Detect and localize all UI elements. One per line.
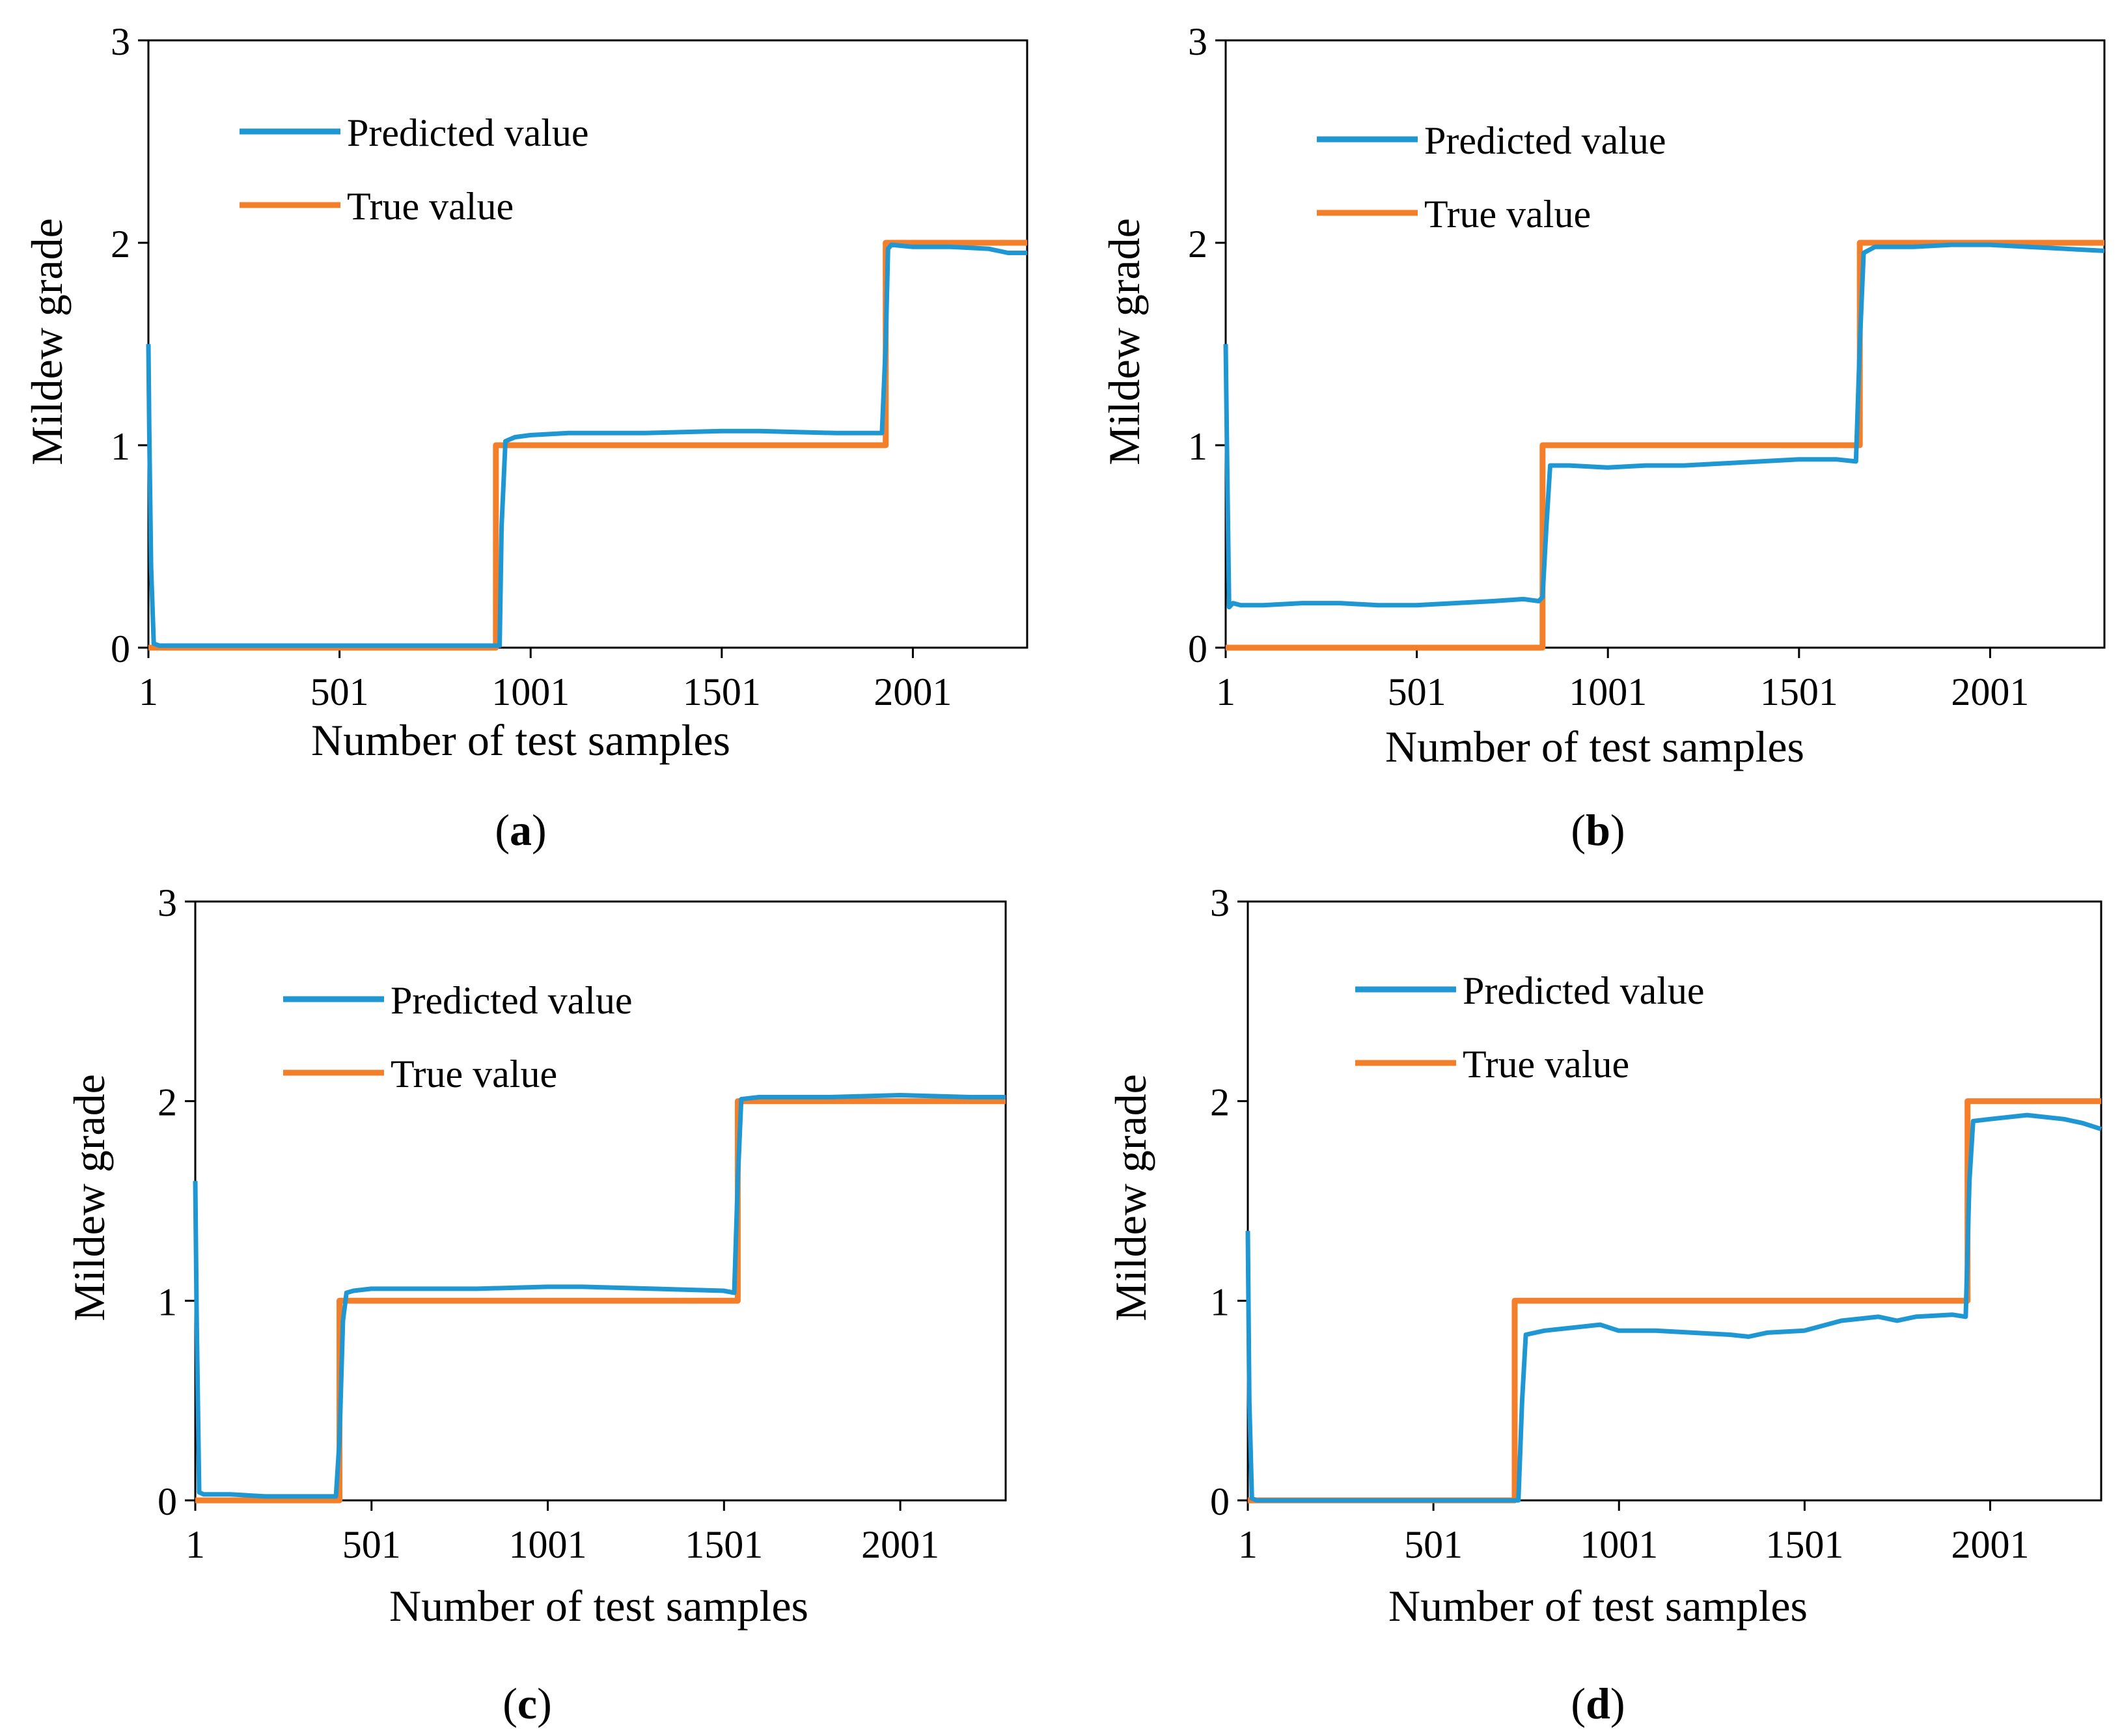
panel-label: (b)	[1571, 805, 1625, 855]
y-tick-label: 3	[1188, 20, 1207, 63]
panel-c: Mildew grade Number of test samples (c) …	[64, 881, 1007, 1728]
x-tick-label: 2001	[1951, 1523, 2029, 1566]
y-axis-label: Mildew grade	[1106, 1074, 1155, 1321]
x-tick-label: 1001	[1580, 1523, 1658, 1566]
x-axis-label: Number of test samples	[1385, 722, 1804, 771]
y-tick-label: 3	[1210, 881, 1230, 924]
legend-label-true: True value	[347, 185, 514, 228]
y-tick-label: 1	[111, 425, 130, 468]
x-tick-label: 501	[1404, 1523, 1463, 1566]
y-tick-label: 2	[158, 1081, 177, 1124]
x-tick-label: 2001	[874, 670, 952, 713]
x-tick-label: 1	[1238, 1523, 1258, 1566]
predicted-value-series-line	[1223, 242, 2105, 610]
y-tick-label: 0	[158, 1480, 177, 1523]
predicted-value-series-line	[193, 1093, 1006, 1499]
true-value-series-line	[1248, 1098, 2101, 1504]
panel-letter: c	[517, 1679, 537, 1728]
legend-label-predicted: Predicted value	[1463, 969, 1705, 1012]
y-tick-label: 0	[111, 627, 130, 670]
predicted-value-series-line	[1245, 1112, 2102, 1503]
legend-label-true: True value	[1463, 1043, 1629, 1086]
x-tick-label: 501	[342, 1523, 401, 1566]
panel-label: (a)	[495, 805, 546, 855]
panel-letter: a	[510, 805, 532, 855]
x-tick-label: 1001	[491, 670, 570, 713]
true-value-series-line	[148, 240, 1027, 651]
y-tick-label: 1	[1210, 1280, 1230, 1323]
y-tick-label: 2	[111, 223, 130, 266]
legend-label-predicted: Predicted value	[391, 979, 633, 1022]
y-tick-label: 2	[1210, 1081, 1230, 1124]
x-tick-label: 1501	[1765, 1523, 1843, 1566]
x-tick-label: 1501	[683, 670, 761, 713]
x-tick-label: 1001	[1569, 670, 1647, 713]
panel-letter: d	[1586, 1679, 1610, 1728]
x-axis-label: Number of test samples	[1388, 1581, 1808, 1631]
legend-label-true: True value	[1424, 193, 1591, 236]
legend-label-predicted: Predicted value	[1424, 119, 1666, 162]
plot-area-frame	[1247, 900, 2102, 1502]
x-tick-label: 1501	[1760, 670, 1838, 713]
y-tick-label: 1	[1188, 425, 1207, 468]
x-tick-label: 1501	[685, 1523, 763, 1566]
y-axis-label: Mildew grade	[1099, 218, 1149, 465]
panel-label: (d)	[1571, 1679, 1625, 1728]
y-axis-label: Mildew grade	[64, 1074, 114, 1321]
y-tick-label: 0	[1188, 627, 1207, 670]
true-value-series-line	[1226, 240, 2104, 651]
legend-label-predicted: Predicted value	[347, 111, 589, 154]
legend-label-true: True value	[391, 1053, 557, 1095]
y-tick-label: 2	[1188, 223, 1207, 266]
predicted-value-series-line	[146, 242, 1027, 648]
x-tick-label: 2001	[1951, 670, 2029, 713]
y-tick-label: 0	[1210, 1480, 1230, 1523]
x-tick-label: 1	[139, 670, 158, 713]
x-tick-label: 501	[310, 670, 369, 713]
panel-label: (c)	[503, 1679, 552, 1728]
x-tick-label: 1	[186, 1523, 205, 1566]
y-tick-label: 3	[111, 20, 130, 63]
x-tick-label: 501	[1388, 670, 1446, 713]
x-axis-label: Number of test samples	[389, 1581, 808, 1631]
panel-letter: b	[1586, 805, 1610, 855]
panel-a: Mildew grade Number of test samples (a) …	[22, 20, 1028, 855]
panel-b: Mildew grade Number of test samples (b) …	[1099, 20, 2106, 855]
true-value-series-line	[195, 1098, 1006, 1504]
y-tick-label: 1	[158, 1280, 177, 1323]
panel-d: Mildew grade Number of test samples (d) …	[1106, 881, 2102, 1728]
x-tick-label: 1001	[509, 1523, 587, 1566]
x-axis-label: Number of test samples	[311, 715, 730, 765]
y-axis-label: Mildew grade	[22, 218, 72, 465]
x-tick-label: 2001	[861, 1523, 939, 1566]
y-tick-label: 3	[158, 881, 177, 924]
x-tick-label: 1	[1216, 670, 1235, 713]
